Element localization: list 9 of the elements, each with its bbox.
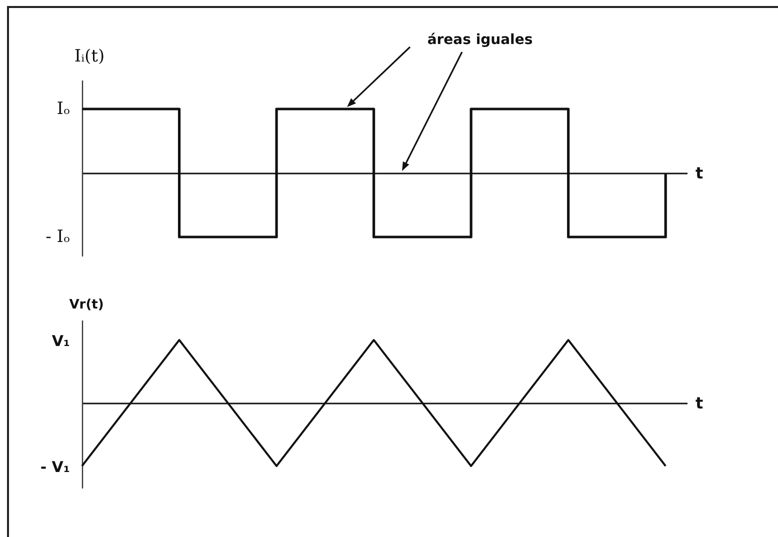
text: áreas iguales: [427, 32, 533, 48]
y-axis-title: Vr(t): [69, 298, 104, 312]
text: - V₁: [40, 458, 70, 476]
x-axis-title: t: [696, 394, 704, 412]
text: Iₒ: [56, 99, 70, 119]
x-axis-title: t: [696, 164, 704, 182]
text: V₁: [52, 332, 70, 350]
y-axis-title: Iᵢ(t): [74, 46, 105, 66]
text: - Iₒ: [46, 227, 70, 247]
